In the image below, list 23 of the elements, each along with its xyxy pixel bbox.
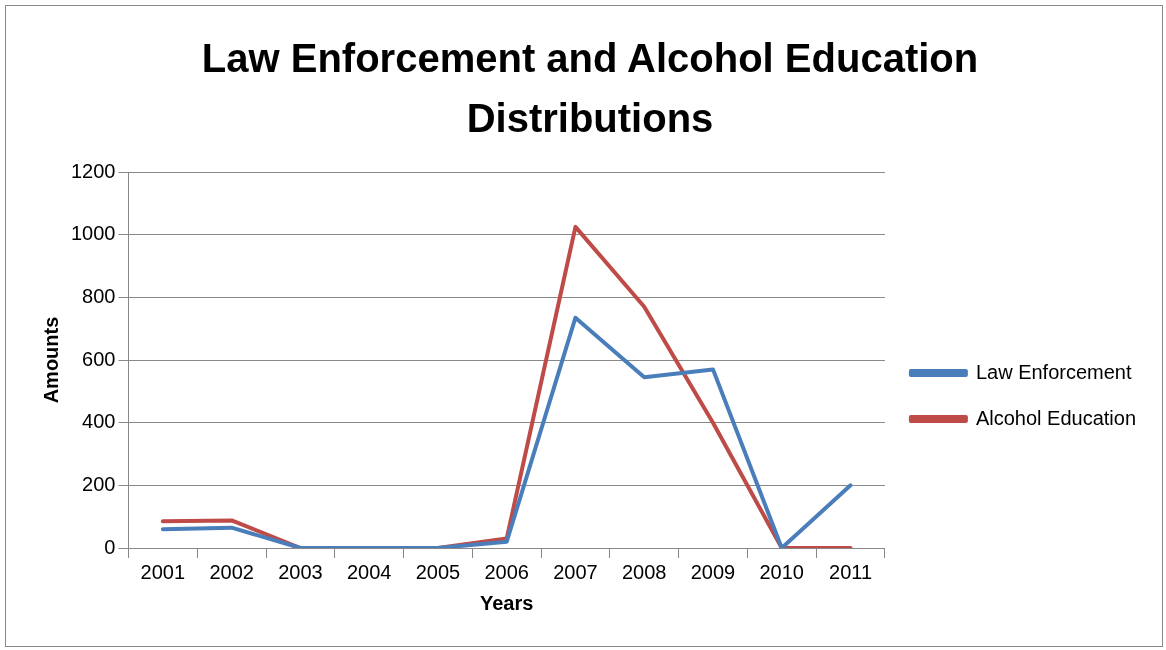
y-tick-label: 400 bbox=[82, 410, 116, 433]
x-tick-label: 2007 bbox=[553, 560, 598, 583]
x-tick-label: 2008 bbox=[621, 560, 667, 583]
y-tick-label: 0 bbox=[104, 535, 116, 558]
chart-title: Law Enforcement and Alcohol Education Distributions bbox=[200, 35, 980, 142]
x-axis-title: Years bbox=[480, 591, 534, 614]
y-axis-title: Amounts bbox=[39, 316, 62, 404]
legend-label: Alcohol Education bbox=[975, 406, 1136, 429]
x-tick-label: 2004 bbox=[346, 560, 392, 583]
y-tick-label: 600 bbox=[82, 347, 116, 370]
y-tick-label: 200 bbox=[82, 472, 116, 495]
legend-label: Law Enforcement bbox=[975, 360, 1132, 383]
y-tick-label: 1200 bbox=[70, 159, 116, 182]
y-tick-label: 800 bbox=[82, 284, 116, 307]
x-tick-label: 2006 bbox=[484, 560, 529, 583]
x-tick-label: 2003 bbox=[278, 560, 323, 583]
y-tick-label: 1000 bbox=[70, 222, 116, 245]
x-tick-label: 2011 bbox=[829, 560, 873, 583]
x-tick-label: 2005 bbox=[415, 560, 461, 583]
x-tick-label: 2001 bbox=[140, 560, 186, 583]
x-tick-label: 2010 bbox=[759, 560, 804, 583]
x-tick-label: 2009 bbox=[690, 560, 736, 583]
x-tick-label: 2002 bbox=[209, 560, 254, 583]
